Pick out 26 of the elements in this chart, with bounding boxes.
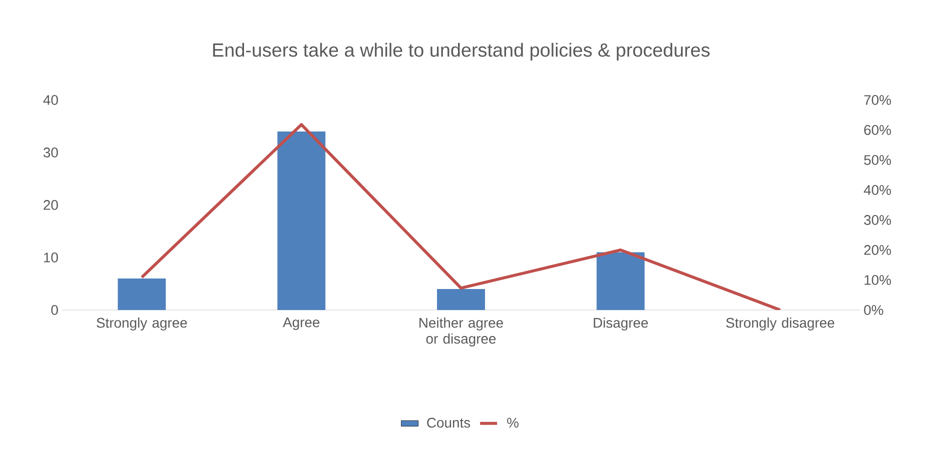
y-tick-label: 30 xyxy=(43,148,58,158)
y2-tick-label: 30% xyxy=(864,215,891,225)
line-series xyxy=(140,123,782,310)
y-tick-label: 0 xyxy=(51,305,58,315)
y2-tick-label: 20% xyxy=(864,245,891,255)
bar xyxy=(277,131,326,310)
bar xyxy=(437,288,486,310)
x-tick-label: Strongly agree xyxy=(96,318,187,331)
bar xyxy=(118,278,166,310)
y2-tick-label: 50% xyxy=(864,155,891,165)
x-tick-label: Neither agree or disagree xyxy=(420,318,504,346)
chart-title: End-users take a while to understand policies & procedures xyxy=(213,42,710,60)
y2-tick-label: 60% xyxy=(864,125,891,135)
legend-label: Counts xyxy=(427,418,470,428)
x-tick-label: Disagree xyxy=(594,318,648,331)
y2-tick-label: 10% xyxy=(864,275,891,285)
x-tick-label: Strongly disagree xyxy=(726,318,834,331)
y-tick-label: 20 xyxy=(44,200,58,210)
x-tick-label: Agree xyxy=(282,318,320,330)
y-tick-label: 10 xyxy=(44,252,58,262)
legend-label: % xyxy=(507,418,519,428)
y2-tick-label: 40% xyxy=(864,185,891,195)
y-tick-label: 40 xyxy=(43,95,58,105)
bar xyxy=(596,252,645,310)
y2-tick-label: 70% xyxy=(864,95,891,105)
y2-tick-label: 0% xyxy=(864,305,884,315)
